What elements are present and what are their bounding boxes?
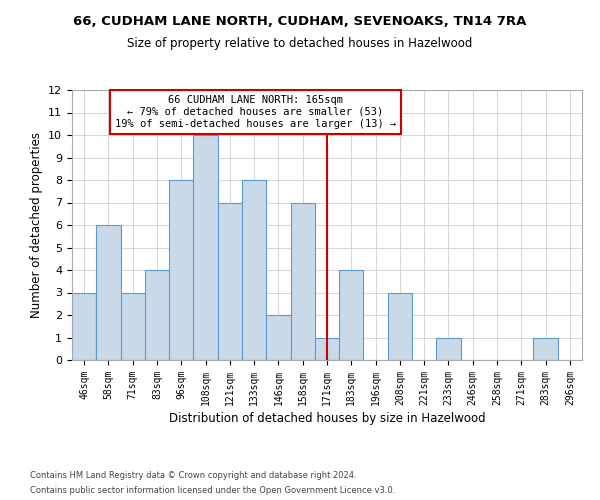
Bar <box>388 292 412 360</box>
Y-axis label: Number of detached properties: Number of detached properties <box>29 132 43 318</box>
Text: Contains public sector information licensed under the Open Government Licence v3: Contains public sector information licen… <box>30 486 395 495</box>
Text: 66 CUDHAM LANE NORTH: 165sqm
← 79% of detached houses are smaller (53)
19% of se: 66 CUDHAM LANE NORTH: 165sqm ← 79% of de… <box>115 96 396 128</box>
X-axis label: Distribution of detached houses by size in Hazelwood: Distribution of detached houses by size … <box>169 412 485 425</box>
Text: Size of property relative to detached houses in Hazelwood: Size of property relative to detached ho… <box>127 38 473 51</box>
Bar <box>218 202 242 360</box>
Bar <box>266 315 290 360</box>
Bar <box>121 292 145 360</box>
Bar <box>145 270 169 360</box>
Bar <box>242 180 266 360</box>
Text: Contains HM Land Registry data © Crown copyright and database right 2024.: Contains HM Land Registry data © Crown c… <box>30 471 356 480</box>
Text: 66, CUDHAM LANE NORTH, CUDHAM, SEVENOAKS, TN14 7RA: 66, CUDHAM LANE NORTH, CUDHAM, SEVENOAKS… <box>73 15 527 28</box>
Bar <box>193 135 218 360</box>
Bar <box>290 202 315 360</box>
Bar <box>436 338 461 360</box>
Bar <box>96 225 121 360</box>
Bar <box>339 270 364 360</box>
Bar <box>315 338 339 360</box>
Bar <box>169 180 193 360</box>
Bar <box>72 292 96 360</box>
Bar <box>533 338 558 360</box>
